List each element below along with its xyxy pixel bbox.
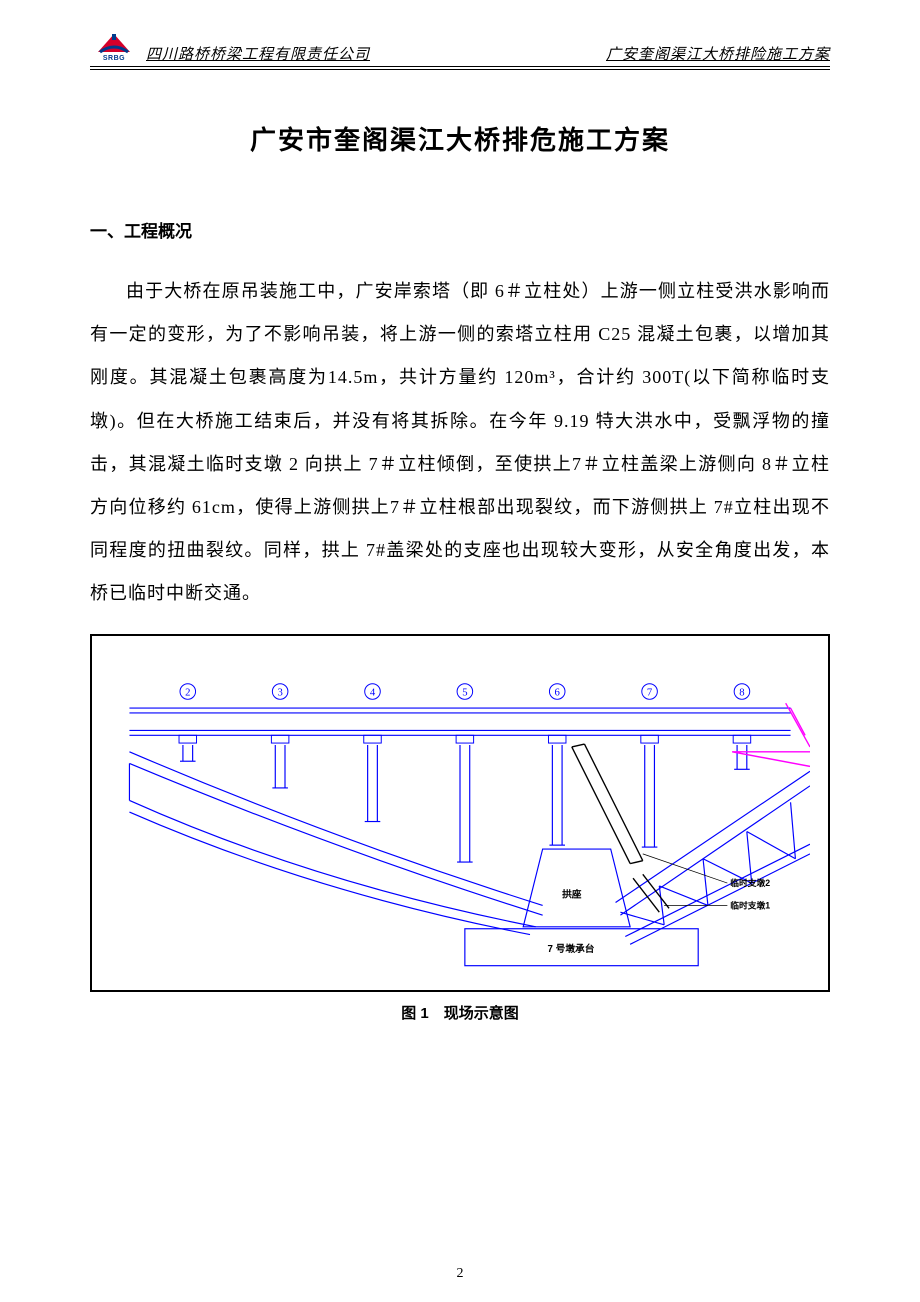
logo-icon bbox=[94, 32, 134, 54]
foundation-label: 7 号墩承台 bbox=[548, 942, 595, 955]
svg-text:8: 8 bbox=[739, 686, 744, 698]
page-number: 2 bbox=[457, 1266, 464, 1282]
annotation-support-2: 临时支墩2 bbox=[730, 876, 770, 887]
svg-text:2: 2 bbox=[185, 686, 190, 698]
figure-1-container: 2 3 4 5 6 7 8 bbox=[90, 634, 830, 992]
pier-label: 拱座 bbox=[562, 887, 582, 900]
svg-text:7: 7 bbox=[647, 686, 653, 698]
company-name: 四川路桥桥梁工程有限责任公司 bbox=[146, 43, 370, 64]
header-divider bbox=[90, 69, 830, 70]
annotation-support-1: 临时支墩1 bbox=[730, 899, 770, 910]
page-header: SRBG 四川路桥桥梁工程有限责任公司 广安奎阁渠江大桥排险施工方案 bbox=[90, 30, 830, 67]
document-title: 广安市奎阁渠江大桥排危施工方案 bbox=[90, 120, 830, 157]
header-doc-title: 广安奎阁渠江大桥排险施工方案 bbox=[606, 43, 830, 64]
company-logo: SRBG bbox=[90, 30, 138, 64]
svg-text:3: 3 bbox=[277, 686, 282, 698]
svg-text:5: 5 bbox=[462, 686, 467, 698]
figure-1-diagram: 2 3 4 5 6 7 8 bbox=[110, 650, 810, 980]
figure-1-caption: 图 1 现场示意图 bbox=[90, 1002, 830, 1023]
document-page: SRBG 四川路桥桥梁工程有限责任公司 广安奎阁渠江大桥排险施工方案 广安市奎阁… bbox=[0, 0, 920, 1302]
svg-text:4: 4 bbox=[370, 686, 376, 698]
header-left: SRBG 四川路桥桥梁工程有限责任公司 bbox=[90, 30, 370, 64]
svg-text:6: 6 bbox=[555, 686, 561, 698]
section-1-heading: 一、工程概况 bbox=[90, 217, 830, 242]
logo-text: SRBG bbox=[103, 55, 125, 62]
section-1-body: 由于大桥在原吊装施工中，广安岸索塔（即 6＃立柱处）上游一侧立柱受洪水影响而有一… bbox=[90, 270, 830, 616]
